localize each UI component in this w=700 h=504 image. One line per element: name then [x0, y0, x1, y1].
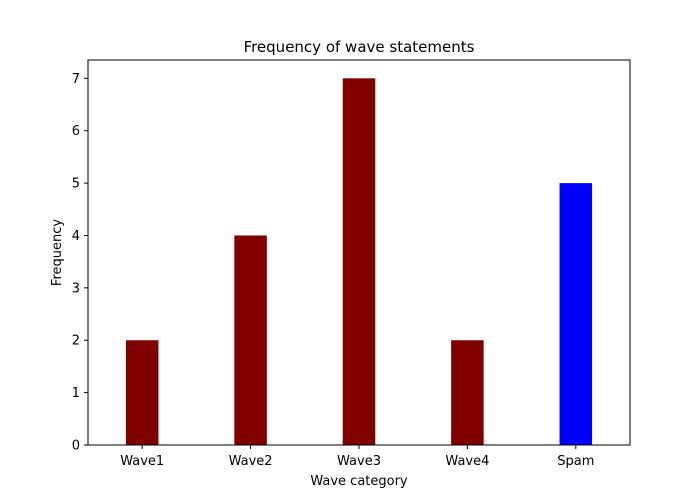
- y-tick-label: 5: [72, 177, 80, 192]
- x-tick-label-wave4: Wave4: [445, 454, 489, 469]
- chart-title: Frequency of wave statements: [244, 38, 475, 56]
- y-tick-label: 2: [72, 334, 80, 349]
- y-tick-label: 1: [72, 386, 80, 401]
- bar-wave1: [125, 340, 159, 445]
- y-tick-label: 6: [72, 124, 80, 139]
- x-tick-label-wave3: Wave3: [337, 454, 381, 469]
- x-axis: Wave1 Wave2 Wave3 Wave4 Spam: [120, 445, 594, 469]
- x-tick-label-wave1: Wave1: [120, 454, 164, 469]
- y-tick-label: 4: [72, 229, 80, 244]
- bar-wave2: [234, 235, 267, 445]
- y-tick-label: 7: [72, 72, 80, 87]
- x-tick-label-spam: Spam: [557, 454, 594, 469]
- y-tick-label: 0: [72, 439, 80, 454]
- x-tick-label-wave2: Wave2: [229, 454, 273, 469]
- bar-spam: [559, 183, 593, 445]
- x-axis-label: Wave category: [310, 474, 408, 489]
- y-axis-label: Frequency: [50, 219, 65, 286]
- bars-group: [125, 78, 593, 445]
- y-tick-label: 3: [72, 281, 80, 296]
- bar-wave4: [451, 340, 484, 445]
- bar-wave3: [342, 78, 376, 445]
- y-axis: 0 1 2 3 4 5 6 7: [72, 72, 88, 454]
- plot-frame: [87, 59, 631, 446]
